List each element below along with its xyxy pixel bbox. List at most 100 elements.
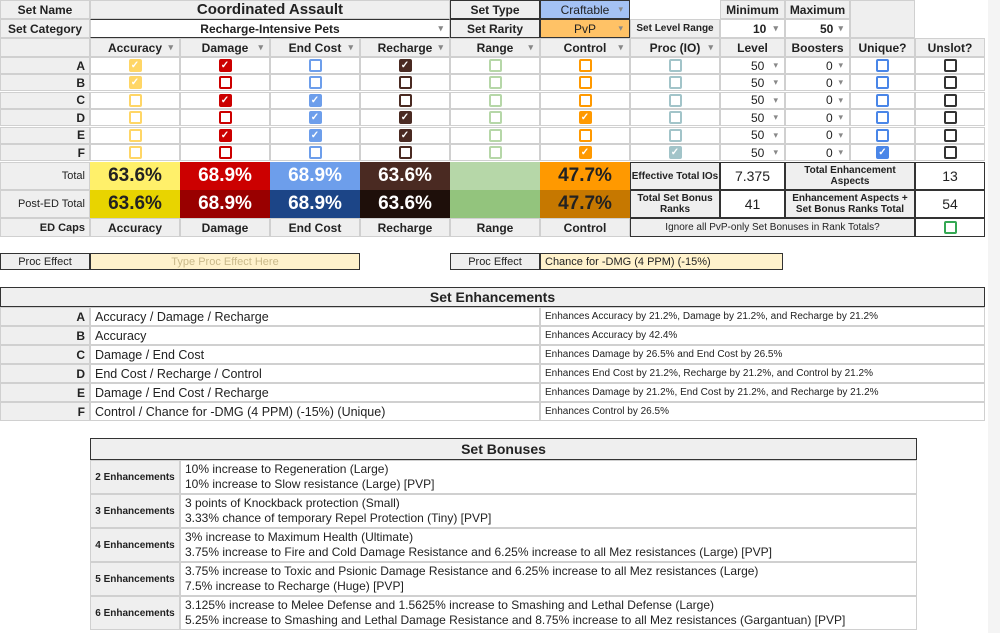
checkbox[interactable] — [876, 76, 889, 90]
enhancement-row-label: D — [0, 364, 90, 383]
checkbox[interactable] — [943, 59, 957, 72]
proc-effect-value[interactable]: Chance for -DMG (4 PPM) (-15%) — [540, 253, 783, 270]
checkbox[interactable] — [578, 93, 592, 107]
checked-checkbox[interactable]: ✓ — [308, 93, 322, 107]
checkbox[interactable] — [578, 59, 592, 72]
checkbox[interactable] — [488, 59, 502, 72]
checked-checkbox[interactable]: ✓ — [398, 59, 412, 72]
checked-checkbox[interactable]: ✓ — [128, 76, 142, 90]
checkbox[interactable] — [876, 111, 889, 125]
checkbox[interactable] — [668, 76, 682, 90]
boosters-dropdown[interactable]: 0 — [785, 126, 850, 144]
level-dropdown[interactable]: 50 — [720, 57, 785, 74]
checkbox[interactable] — [488, 128, 502, 142]
checkbox[interactable] — [943, 93, 957, 107]
checkbox[interactable] — [128, 128, 142, 142]
proc-effect-input[interactable]: Type Proc Effect Here — [90, 253, 360, 270]
checkbox[interactable] — [488, 146, 502, 159]
checkbox[interactable] — [308, 146, 322, 159]
checkbox[interactable] — [218, 111, 232, 125]
set-type-dropdown[interactable]: Craftable — [540, 0, 630, 19]
total-set-bonus-ranks-value: 41 — [720, 190, 785, 218]
maximum-label: Maximum — [785, 0, 850, 19]
checkbox[interactable] — [943, 128, 957, 142]
set-name-value[interactable]: Coordinated Assault — [90, 0, 450, 19]
checkbox[interactable] — [578, 76, 592, 90]
checkbox-cell — [540, 91, 630, 109]
checked-checkbox[interactable]: ✓ — [578, 146, 592, 159]
checked-checkbox[interactable]: ✓ — [218, 59, 232, 72]
checkbox[interactable] — [943, 111, 957, 125]
checkbox[interactable] — [668, 93, 682, 107]
column-header-control[interactable]: Control — [540, 38, 630, 57]
checkbox[interactable] — [398, 146, 412, 159]
checkbox-cell — [850, 91, 915, 109]
boosters-dropdown[interactable]: 0 — [785, 91, 850, 109]
column-header-range[interactable]: Range — [450, 38, 540, 57]
level-dropdown[interactable]: 50 — [720, 74, 785, 92]
checkbox-cell: ✓ — [270, 126, 360, 144]
checked-checkbox[interactable]: ✓ — [218, 93, 232, 107]
checkbox[interactable] — [128, 93, 142, 107]
checked-checkbox[interactable]: ✓ — [128, 59, 142, 72]
boosters-dropdown[interactable]: 0 — [785, 144, 850, 161]
effective-total-ios-label: Effective Total IOs — [630, 162, 720, 190]
checkbox[interactable] — [218, 76, 232, 90]
set-category-dropdown[interactable]: Recharge-Intensive Pets — [90, 19, 450, 38]
level-dropdown[interactable]: 50 — [720, 91, 785, 109]
level-dropdown[interactable]: 50 — [720, 126, 785, 144]
set-rarity-label: Set Rarity — [450, 19, 540, 38]
checkbox[interactable] — [668, 59, 682, 72]
ignore-pvp-checkbox[interactable] — [943, 221, 957, 234]
checkbox[interactable] — [943, 76, 957, 90]
checkbox-cell — [915, 91, 985, 109]
enhancement-effect: Enhances Accuracy by 42.4% — [540, 326, 985, 345]
boosters-dropdown[interactable]: 0 — [785, 57, 850, 74]
total-value: 63.6% — [360, 162, 450, 190]
checked-checkbox[interactable]: ✓ — [308, 128, 322, 142]
checked-checkbox[interactable]: ✓ — [218, 128, 232, 142]
checkbox[interactable] — [488, 76, 502, 90]
checked-checkbox[interactable]: ✓ — [876, 146, 889, 159]
level-dropdown[interactable]: 50 — [720, 109, 785, 127]
checkbox[interactable] — [876, 59, 889, 72]
min-level-dropdown[interactable]: 10 — [720, 19, 785, 38]
checkbox[interactable] — [398, 76, 412, 90]
checked-checkbox[interactable]: ✓ — [308, 111, 322, 125]
boosters-dropdown[interactable]: 0 — [785, 74, 850, 92]
checkbox[interactable] — [398, 93, 412, 107]
total-value: 47.7% — [540, 162, 630, 190]
checkbox[interactable] — [668, 111, 682, 125]
checkbox[interactable] — [128, 111, 142, 125]
checkbox[interactable] — [578, 128, 592, 142]
checked-checkbox[interactable]: ✓ — [398, 111, 412, 125]
checkbox-cell — [90, 126, 180, 144]
checked-checkbox[interactable]: ✓ — [578, 111, 592, 125]
checked-checkbox[interactable]: ✓ — [398, 128, 412, 142]
level-dropdown[interactable]: 50 — [720, 144, 785, 161]
max-level-dropdown[interactable]: 50 — [785, 19, 850, 38]
checked-checkbox[interactable]: ✓ — [668, 146, 682, 159]
set-rarity-dropdown[interactable]: PvP — [540, 19, 630, 38]
checkbox-cell — [360, 144, 450, 161]
checkbox[interactable] — [668, 128, 682, 142]
column-header-end-cost[interactable]: End Cost — [270, 38, 360, 57]
column-header-damage[interactable]: Damage — [180, 38, 270, 57]
checkbox[interactable] — [488, 111, 502, 125]
checkbox[interactable] — [876, 93, 889, 107]
minimum-label: Minimum — [720, 0, 785, 19]
bonus-line: 3% increase to Maximum Health (Ultimate) — [185, 530, 414, 544]
column-header-accuracy[interactable]: Accuracy — [90, 38, 180, 57]
boosters-dropdown[interactable]: 0 — [785, 109, 850, 127]
checkbox[interactable] — [218, 146, 232, 159]
checkbox[interactable] — [943, 146, 957, 159]
checkbox[interactable] — [308, 76, 322, 90]
column-header-recharge[interactable]: Recharge — [360, 38, 450, 57]
column-header-proc-io-[interactable]: Proc (IO) — [630, 38, 720, 57]
checkbox[interactable] — [876, 128, 889, 142]
checkbox[interactable] — [308, 59, 322, 72]
checkbox[interactable] — [488, 93, 502, 107]
checkbox[interactable] — [128, 146, 142, 159]
scrollbar[interactable] — [988, 0, 1000, 633]
total-enhancement-aspects-label: Total Enhancement Aspects — [785, 162, 915, 190]
